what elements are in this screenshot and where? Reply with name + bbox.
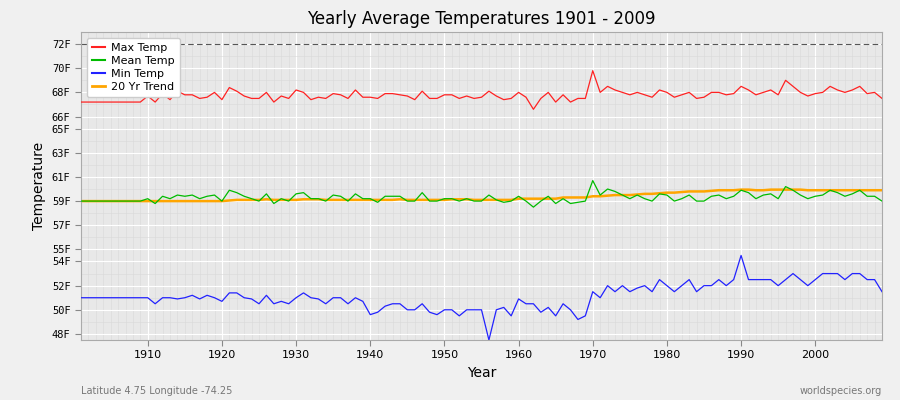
Min Temp	[513, 296, 524, 301]
Max Temp	[617, 90, 628, 95]
Max Temp	[528, 107, 539, 112]
Min Temp	[877, 289, 887, 294]
Min Temp	[343, 301, 354, 306]
20 Yr Trend	[877, 188, 887, 193]
Legend: Max Temp, Mean Temp, Min Temp, 20 Yr Trend: Max Temp, Mean Temp, Min Temp, 20 Yr Tre…	[86, 38, 180, 98]
Y-axis label: Temperature: Temperature	[32, 142, 46, 230]
Title: Yearly Average Temperatures 1901 - 2009: Yearly Average Temperatures 1901 - 2009	[307, 10, 656, 28]
Max Temp	[298, 90, 309, 95]
Min Temp	[298, 290, 309, 295]
Line: Mean Temp: Mean Temp	[81, 180, 882, 207]
Min Temp	[520, 301, 531, 306]
X-axis label: Year: Year	[467, 366, 496, 380]
Mean Temp	[617, 193, 628, 198]
20 Yr Trend	[298, 197, 309, 202]
Min Temp	[76, 295, 86, 300]
Min Temp	[135, 295, 146, 300]
Min Temp	[609, 289, 620, 294]
20 Yr Trend	[76, 199, 86, 204]
Max Temp	[877, 96, 887, 101]
Max Temp	[513, 90, 524, 95]
20 Yr Trend	[735, 187, 746, 192]
Min Temp	[735, 253, 746, 258]
Line: 20 Yr Trend: 20 Yr Trend	[81, 190, 882, 201]
Max Temp	[135, 100, 146, 104]
20 Yr Trend	[506, 198, 517, 202]
Line: Min Temp: Min Temp	[81, 256, 882, 340]
Text: Latitude 4.75 Longitude -74.25: Latitude 4.75 Longitude -74.25	[81, 386, 232, 396]
Mean Temp	[528, 205, 539, 210]
Min Temp	[483, 338, 494, 342]
Max Temp	[588, 68, 598, 73]
Mean Temp	[298, 190, 309, 195]
Mean Temp	[135, 199, 146, 204]
Mean Temp	[506, 199, 517, 204]
Mean Temp	[513, 194, 524, 199]
20 Yr Trend	[135, 199, 146, 204]
20 Yr Trend	[513, 196, 524, 201]
Mean Temp	[76, 199, 86, 204]
Mean Temp	[877, 199, 887, 204]
Max Temp	[76, 100, 86, 104]
Text: worldspecies.org: worldspecies.org	[800, 386, 882, 396]
20 Yr Trend	[602, 193, 613, 198]
Mean Temp	[343, 199, 354, 204]
Max Temp	[343, 96, 354, 101]
20 Yr Trend	[343, 198, 354, 202]
Max Temp	[506, 96, 517, 101]
Mean Temp	[588, 178, 598, 183]
Line: Max Temp: Max Temp	[81, 71, 882, 109]
